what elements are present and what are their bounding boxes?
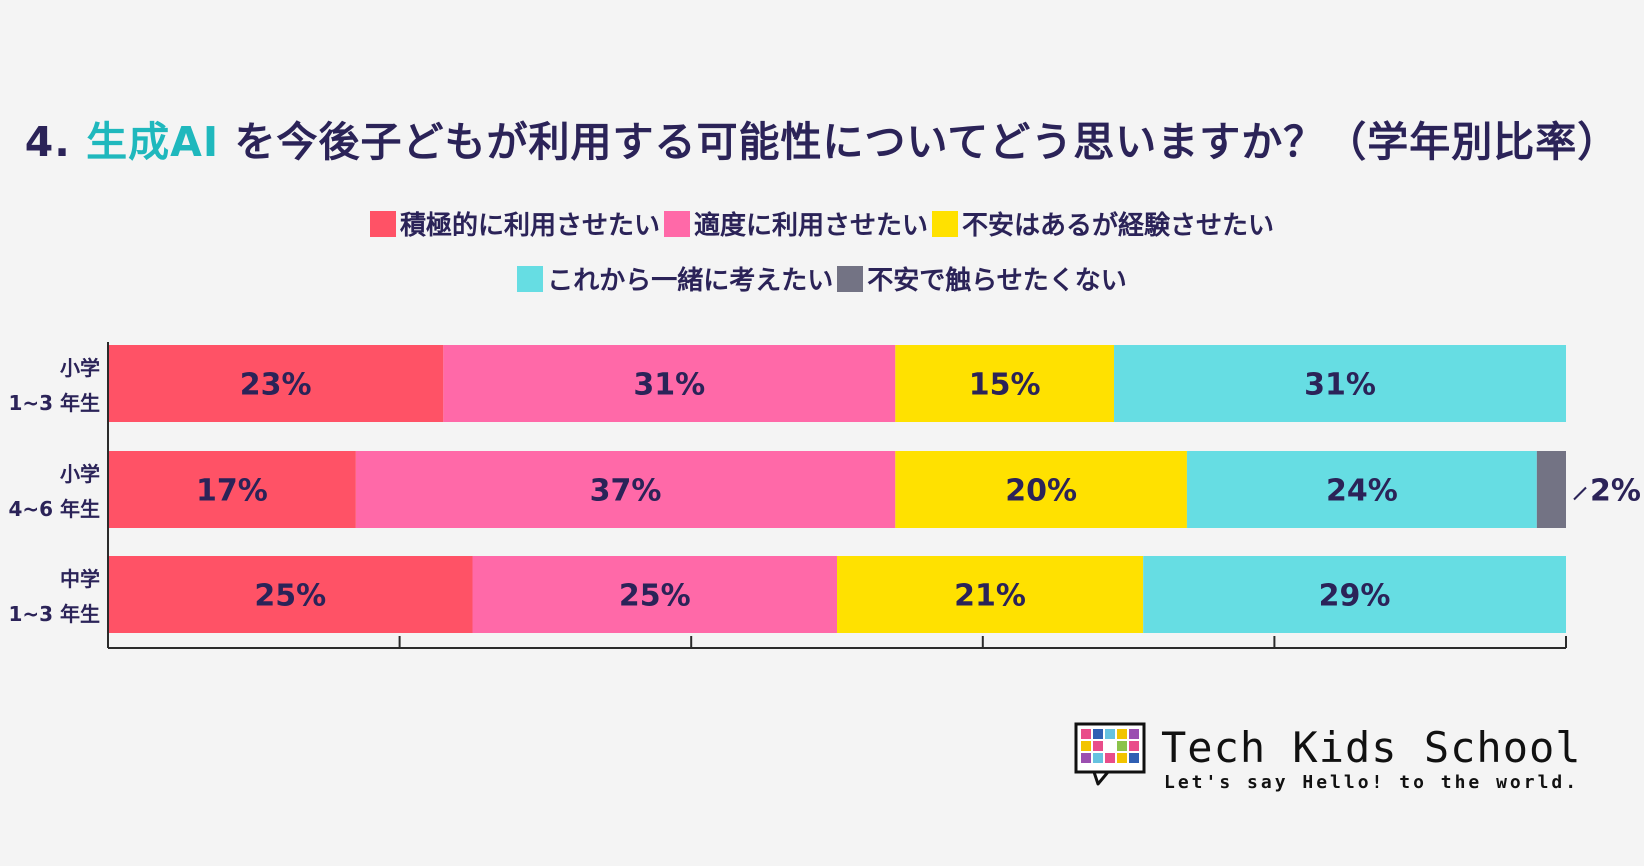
legend-swatch-1 bbox=[663, 210, 690, 237]
data-label: 25% bbox=[619, 579, 691, 614]
category-label: 小学 bbox=[60, 462, 100, 486]
title-rest: を今後子どもが利用する可能性についてどう思いますか？（学年別比率） bbox=[219, 118, 1620, 166]
legend-item-4: 不安で触らせたくない bbox=[837, 260, 1127, 297]
logo-name: Tech Kids School bbox=[1161, 723, 1582, 772]
bar-segment bbox=[472, 556, 837, 633]
legend-item-0: 積極的に利用させたい bbox=[369, 205, 660, 242]
data-label: 29% bbox=[1319, 579, 1391, 614]
bar-segment bbox=[895, 451, 1187, 528]
bar-segment bbox=[1186, 451, 1537, 528]
data-label: 31% bbox=[1304, 368, 1376, 403]
data-label: 37% bbox=[590, 474, 662, 509]
legend-row-1: 積極的に利用させたい 適度に利用させたい 不安はあるが経験させたい bbox=[0, 205, 1644, 242]
data-label: 21% bbox=[954, 579, 1026, 614]
data-label: 20% bbox=[1005, 474, 1077, 509]
tech-kids-school-logo-icon bbox=[1074, 722, 1146, 786]
data-label: 15% bbox=[969, 368, 1041, 403]
leader-line bbox=[1573, 486, 1587, 501]
bar-segment bbox=[108, 451, 356, 528]
bar-segment bbox=[108, 556, 473, 633]
bar-segment bbox=[443, 345, 896, 422]
bar-segment bbox=[1114, 345, 1566, 422]
bar-segment bbox=[895, 345, 1115, 422]
category-label: 4~6 年生 bbox=[8, 497, 100, 521]
legend-label-3: これから一緒に考えたい bbox=[547, 266, 834, 296]
legend-swatch-2 bbox=[932, 210, 958, 237]
data-label: 25% bbox=[254, 579, 326, 614]
legend-swatch-3 bbox=[517, 265, 544, 292]
bar-segment bbox=[355, 451, 896, 528]
logo-tagline: Let's say Hello! to the world. bbox=[1164, 772, 1580, 793]
legend-item-2: 不安はあるが経験させたい bbox=[932, 205, 1274, 242]
bar-segment bbox=[837, 556, 1144, 633]
data-label: 2% bbox=[1590, 474, 1641, 509]
data-label: 17% bbox=[196, 474, 268, 509]
data-label: 24% bbox=[1326, 474, 1398, 509]
chart-title: 4. 生成AI を今後子どもが利用する可能性についてどう思いますか？（学年別比率… bbox=[0, 108, 1644, 168]
legend-swatch-4 bbox=[837, 265, 864, 292]
category-label: 中学 bbox=[60, 567, 100, 591]
data-label: 31% bbox=[633, 368, 705, 403]
bar-segment bbox=[108, 345, 444, 422]
legend-row-2: これから一緒に考えたい 不安で触らせたくない bbox=[0, 260, 1644, 297]
bar-segment bbox=[1143, 556, 1566, 633]
legend-item-1: 適度に利用させたい bbox=[663, 205, 928, 242]
legend-label-4: 不安で触らせたくない bbox=[867, 266, 1127, 296]
data-label: 23% bbox=[240, 368, 312, 403]
title-accent: 生成AI bbox=[86, 118, 220, 166]
legend-label-0: 積極的に利用させたい bbox=[399, 211, 660, 241]
legend-label-2: 不安はあるが経験させたい bbox=[962, 211, 1275, 241]
legend-label-1: 適度に利用させたい bbox=[693, 211, 928, 241]
bar-segment bbox=[1536, 451, 1566, 528]
legend-swatch-0 bbox=[369, 210, 396, 237]
category-label: 1~3 年生 bbox=[8, 602, 100, 626]
category-label: 1~3 年生 bbox=[8, 391, 100, 415]
title-prefix: 4. bbox=[24, 118, 87, 166]
category-label: 小学 bbox=[60, 356, 100, 380]
legend-item-3: これから一緒に考えたい bbox=[517, 260, 833, 297]
